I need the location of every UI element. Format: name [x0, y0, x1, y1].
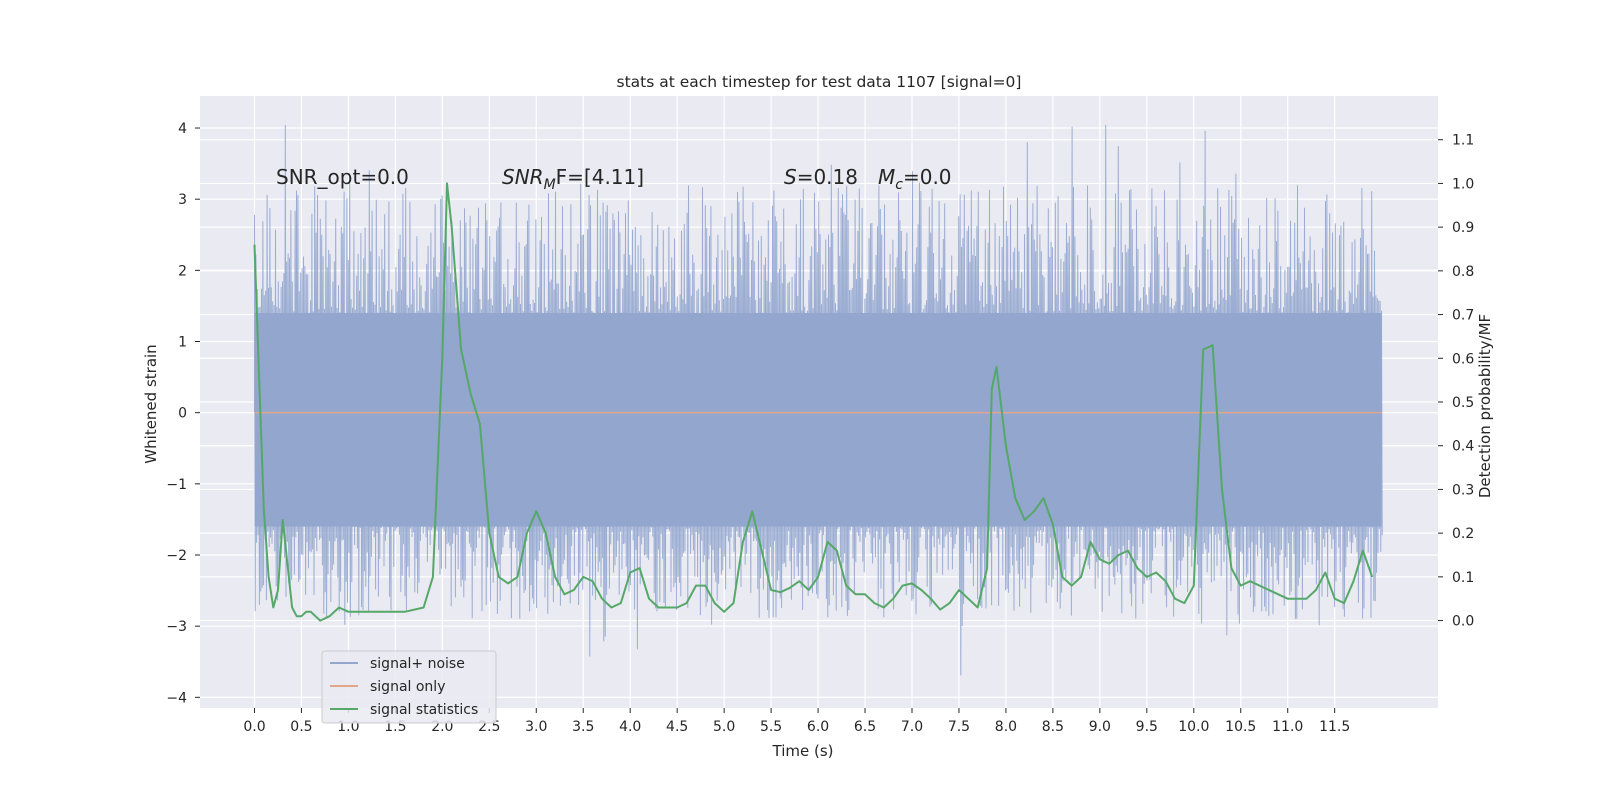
y-right-tick-label: 0.3 — [1452, 482, 1474, 498]
x-tick-label: 6.0 — [807, 719, 829, 735]
x-axis-ticks: 0.0 0.5 1.0 1.5 2.0 2.5 3.0 3.5 4.0 4.5 5.0 5.5 6.0 6… — [243, 708, 1350, 735]
annotation-mc: Mc=0.0 — [878, 165, 952, 193]
snr-mf-rest: F=[4.11] — [556, 165, 644, 189]
annotation-s: S=0.18 — [784, 165, 858, 189]
legend-label-signal-only: signal only — [370, 679, 445, 695]
signal-statistics-series — [253, 182, 1374, 622]
y-tick-label: −1 — [166, 477, 187, 493]
x-tick-label: 5.5 — [760, 719, 782, 735]
noise-trace — [253, 124, 1383, 676]
mc-value: =0.0 — [903, 165, 952, 189]
x-tick-label: 3.0 — [525, 719, 547, 735]
chart-title: stats at each timestep for test data 110… — [617, 73, 1022, 91]
y-tick-label: 3 — [178, 192, 187, 208]
y-tick-label: 0 — [178, 406, 187, 422]
legend-label-signal-statistics: signal statistics — [370, 702, 478, 718]
x-tick-label: 8.5 — [1042, 719, 1064, 735]
y-right-tick-label: 0.6 — [1452, 351, 1474, 367]
x-tick-label: 11.5 — [1319, 719, 1350, 735]
x-tick-label: 10.0 — [1178, 719, 1209, 735]
mc-symbol: M — [878, 165, 895, 189]
x-tick-label: 9.0 — [1089, 719, 1111, 735]
x-axis-label: Time (s) — [772, 742, 834, 760]
snr-mf-subscript: M — [544, 177, 556, 193]
mc-subscript: c — [895, 177, 903, 193]
x-tick-label: 9.5 — [1136, 719, 1158, 735]
x-tick-label: 4.0 — [619, 719, 641, 735]
x-tick-label: 3.5 — [572, 719, 594, 735]
signal-statistics-line — [253, 182, 1374, 622]
y-tick-label: 4 — [178, 121, 187, 137]
y-tick-label: −3 — [166, 619, 187, 635]
legend: signal+ noise signal only signal statist… — [321, 650, 497, 724]
legend-box — [321, 650, 497, 724]
x-tick-label: 6.5 — [854, 719, 876, 735]
x-tick-label: 5.0 — [713, 719, 735, 735]
x-tick-label: 0.5 — [290, 719, 312, 735]
y-tick-label: −2 — [166, 548, 187, 564]
y-right-tick-label: 0.4 — [1452, 439, 1474, 455]
y-right-tick-label: 1.0 — [1452, 176, 1474, 192]
y-right-tick-label: 0.5 — [1452, 395, 1474, 411]
s-value: =0.18 — [797, 165, 858, 189]
y-right-tick-label: 0.0 — [1452, 614, 1474, 630]
legend-label-signal-noise: signal+ noise — [370, 656, 465, 672]
x-tick-label: 0.0 — [243, 719, 265, 735]
y-tick-label: 2 — [178, 263, 187, 279]
x-tick-label: 7.5 — [948, 719, 970, 735]
x-tick-label: 7.0 — [901, 719, 923, 735]
y-axis-left-ticks: 4 3 2 1 0 −1 −2 −3 −4 — [166, 121, 200, 706]
x-tick-label: 10.5 — [1225, 719, 1256, 735]
y-axis-right-ticks: 1.1 1.0 0.9 0.8 0.7 0.6 0.5 0.4 0.3 0.2 0.1 0.0 — [1438, 133, 1474, 630]
y-tick-label: 1 — [178, 335, 187, 351]
annotation-snr-mf: SNRMF=[4.11] — [502, 165, 644, 193]
y-right-tick-label: 0.8 — [1452, 264, 1474, 280]
snr-mf-main: SNR — [502, 165, 544, 189]
y-tick-label: −4 — [166, 690, 187, 706]
s-symbol: S — [784, 165, 797, 189]
y-right-tick-label: 0.2 — [1452, 526, 1474, 542]
y-right-tick-label: 0.1 — [1452, 570, 1474, 586]
x-tick-label: 8.0 — [995, 719, 1017, 735]
y-right-tick-label: 0.7 — [1452, 308, 1474, 324]
y-right-tick-label: 0.9 — [1452, 220, 1474, 236]
annotation-snr-opt: SNR_opt=0.0 — [276, 165, 409, 189]
y-axis-right-label: Detection probability/MF — [1476, 314, 1494, 498]
y-axis-left-label: Whitened strain — [142, 344, 160, 463]
x-tick-label: 4.5 — [666, 719, 688, 735]
x-tick-label: 11.0 — [1272, 719, 1303, 735]
y-right-tick-label: 1.1 — [1452, 133, 1474, 149]
